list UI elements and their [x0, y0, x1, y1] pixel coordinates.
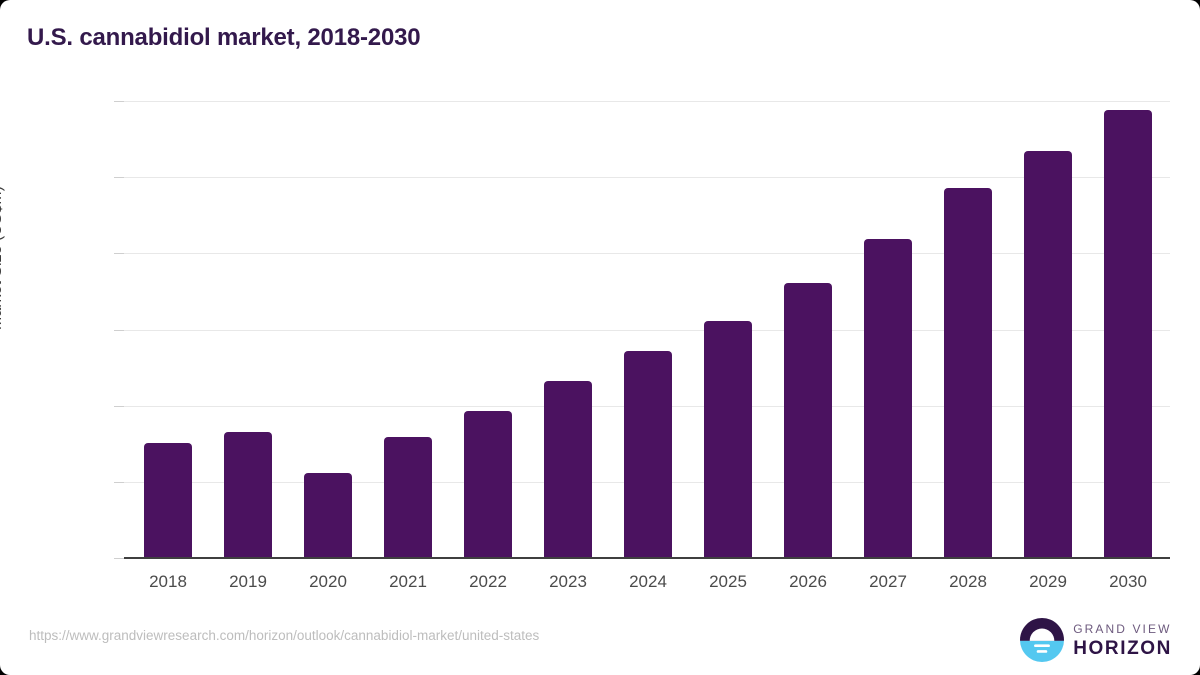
- brand-logo: GRAND VIEW HORIZON: [1020, 618, 1172, 662]
- x-axis-tick-label: 2029: [1029, 572, 1067, 591]
- y-axis-tick-mark: [114, 481, 124, 483]
- x-axis-tick-label: 2018: [149, 572, 187, 591]
- source-url-text: https://www.grandviewresearch.com/horizo…: [29, 628, 540, 643]
- x-axis-tick-label: 2026: [789, 572, 827, 591]
- x-axis-line: [124, 557, 1170, 559]
- y-axis-tick-mark: [114, 177, 124, 179]
- y-axis-tick-mark: [114, 558, 124, 559]
- x-axis-tick-label: 2023: [549, 572, 587, 591]
- bar-2019[interactable]: [224, 431, 272, 558]
- y-axis-title: Market Size (US$M): [0, 185, 5, 330]
- gridline: [124, 177, 1170, 179]
- x-axis-tick-label: 2019: [229, 572, 267, 591]
- bar-2029[interactable]: [1024, 151, 1072, 558]
- x-axis-tick-label: 2025: [709, 572, 747, 591]
- x-axis-tick-label: 2021: [389, 572, 427, 591]
- x-axis-tick-label: 2022: [469, 572, 507, 591]
- brand-name-bottom: HORIZON: [1073, 637, 1172, 659]
- x-axis-tick-label: 2024: [629, 572, 667, 591]
- plot-area: 02.5k5k7.5k10k12.5k15k: [114, 101, 1170, 559]
- bar-2023[interactable]: [544, 380, 592, 558]
- gridline: [124, 101, 1170, 102]
- y-axis-tick-mark: [114, 405, 124, 407]
- x-axis-tick-label: 2030: [1109, 572, 1147, 591]
- brand-name-top: GRAND VIEW: [1073, 621, 1172, 636]
- x-axis-tick-label: 2027: [869, 572, 907, 591]
- gridline: [124, 253, 1170, 255]
- horizon-sun-circle-icon: [1020, 618, 1065, 662]
- bar-2025[interactable]: [704, 320, 752, 558]
- bar-2018[interactable]: [144, 442, 192, 558]
- bar-2020[interactable]: [304, 473, 352, 558]
- bar-2030[interactable]: [1104, 110, 1152, 558]
- y-axis-tick-mark: [114, 101, 124, 102]
- bar-2022[interactable]: [464, 410, 512, 558]
- x-axis-tick-label: 2028: [949, 572, 987, 591]
- bar-2026[interactable]: [784, 283, 832, 558]
- bar-2021[interactable]: [384, 437, 432, 558]
- page-title: U.S. cannabidiol market, 2018-2030: [27, 24, 421, 51]
- x-axis-tick-label: 2020: [309, 572, 347, 591]
- bar-2028[interactable]: [944, 187, 992, 558]
- bar-2024[interactable]: [624, 350, 672, 558]
- y-axis-tick-mark: [114, 253, 124, 255]
- gridline: [124, 329, 1170, 331]
- y-axis-tick-mark: [114, 329, 124, 331]
- brand-logo-text: GRAND VIEW HORIZON: [1073, 623, 1172, 658]
- bar-2027[interactable]: [864, 238, 912, 558]
